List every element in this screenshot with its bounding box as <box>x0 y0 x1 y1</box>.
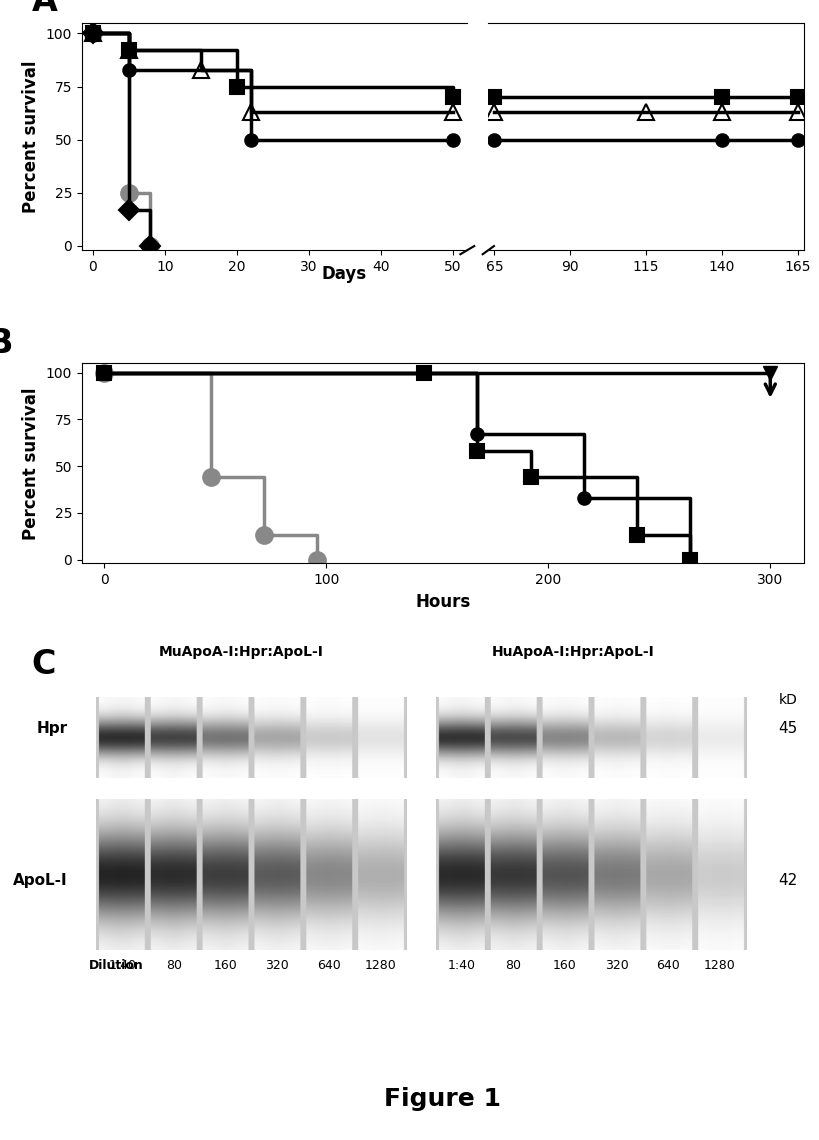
Y-axis label: Percent survival: Percent survival <box>22 60 40 213</box>
Text: HuApoA-I:Hpr:ApoL-I: HuApoA-I:Hpr:ApoL-I <box>491 645 654 659</box>
Text: B: B <box>0 327 14 360</box>
Text: Dilution: Dilution <box>89 959 144 972</box>
Text: 80: 80 <box>505 959 521 972</box>
Bar <box>435 799 745 950</box>
Text: 1280: 1280 <box>704 959 735 972</box>
Text: 42: 42 <box>777 873 797 888</box>
Text: C: C <box>31 648 56 681</box>
Text: Hpr: Hpr <box>36 722 67 736</box>
Text: 1:40: 1:40 <box>108 959 136 972</box>
Text: MuApoA-I:Hpr:ApoL-I: MuApoA-I:Hpr:ApoL-I <box>158 645 323 659</box>
Text: 640: 640 <box>317 959 341 972</box>
Text: A: A <box>32 0 57 18</box>
Bar <box>435 697 745 779</box>
Text: 160: 160 <box>214 959 238 972</box>
Text: 1280: 1280 <box>364 959 396 972</box>
Text: 320: 320 <box>604 959 627 972</box>
Text: 1:40: 1:40 <box>447 959 475 972</box>
Text: Days: Days <box>321 266 367 284</box>
Text: 320: 320 <box>265 959 289 972</box>
Bar <box>97 697 406 779</box>
Y-axis label: Percent survival: Percent survival <box>22 388 40 539</box>
X-axis label: Hours: Hours <box>414 593 470 611</box>
Text: 45: 45 <box>777 722 797 736</box>
Text: 80: 80 <box>165 959 182 972</box>
Text: Figure 1: Figure 1 <box>384 1088 500 1112</box>
Bar <box>97 799 406 950</box>
Text: ApoL-I: ApoL-I <box>13 873 67 888</box>
Text: 640: 640 <box>656 959 679 972</box>
Text: 160: 160 <box>552 959 576 972</box>
Text: kD: kD <box>777 693 796 707</box>
